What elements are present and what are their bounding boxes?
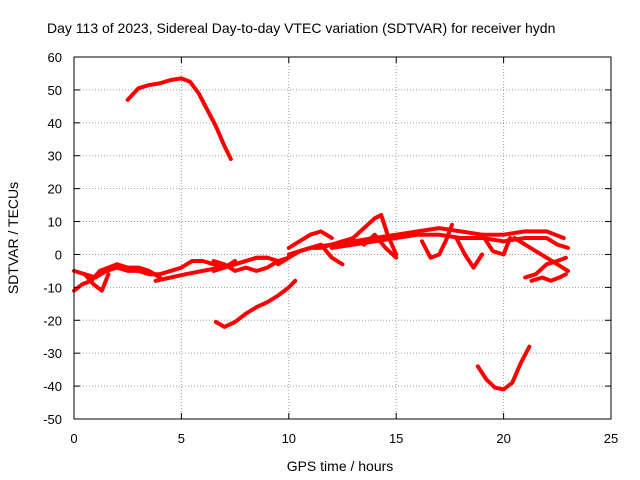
series-group — [72, 76, 570, 392]
plot-frame — [73, 56, 612, 420]
y-axis-ticks: -50 -40 -30 -20 -10 0 10 20 30 40 50 60 — [43, 50, 611, 427]
y-tick-label: 0 — [55, 247, 62, 262]
series-arc-rise — [213, 278, 298, 329]
x-tick-label: 5 — [178, 431, 185, 446]
y-tick-label: -50 — [43, 412, 62, 427]
series-arc-j — [308, 226, 566, 250]
y-tick-label: 20 — [48, 182, 62, 197]
x-tick-label: 20 — [496, 431, 510, 446]
y-tick-label: -20 — [43, 313, 62, 328]
series-arc-f — [211, 255, 281, 273]
series-arc-m — [362, 232, 399, 260]
series-arc-n — [420, 222, 454, 260]
series-arc-high — [125, 76, 233, 161]
series-arc-r — [523, 255, 568, 280]
y-tick-label: -10 — [43, 280, 62, 295]
x-tick-label: 10 — [282, 431, 296, 446]
y-tick-label: -30 — [43, 346, 62, 361]
series-arc-p — [480, 232, 512, 257]
x-tick-label: 15 — [389, 431, 403, 446]
series-arc-q — [512, 236, 570, 273]
y-tick-label: 40 — [48, 116, 62, 131]
series-arc-s — [529, 272, 568, 283]
y-tick-label: 30 — [48, 149, 62, 164]
series-arc-c — [82, 272, 111, 293]
series-arc-k — [329, 232, 570, 250]
series-arc-low — [475, 344, 532, 392]
series-arc-o — [454, 236, 485, 270]
x-tick-label: 25 — [604, 431, 618, 446]
series-arc-h — [286, 229, 334, 250]
y-tick-label: 50 — [48, 83, 62, 98]
y-tick-label: 10 — [48, 215, 62, 230]
y-tick-label: -40 — [43, 379, 62, 394]
x-axis-ticks: 0 5 10 15 20 25 — [70, 57, 618, 446]
y-tick-label: 60 — [48, 50, 62, 65]
grid — [74, 57, 611, 419]
y-axis-label: SDTVAR / TECUs — [5, 182, 21, 294]
series-arc-l — [351, 213, 399, 257]
x-axis-label: GPS time / hours — [287, 458, 394, 474]
x-tick-label: 0 — [70, 431, 77, 446]
chart-title: Day 113 of 2023, Sidereal Day-to-day VTE… — [47, 20, 555, 36]
series-arc-b — [72, 262, 162, 293]
